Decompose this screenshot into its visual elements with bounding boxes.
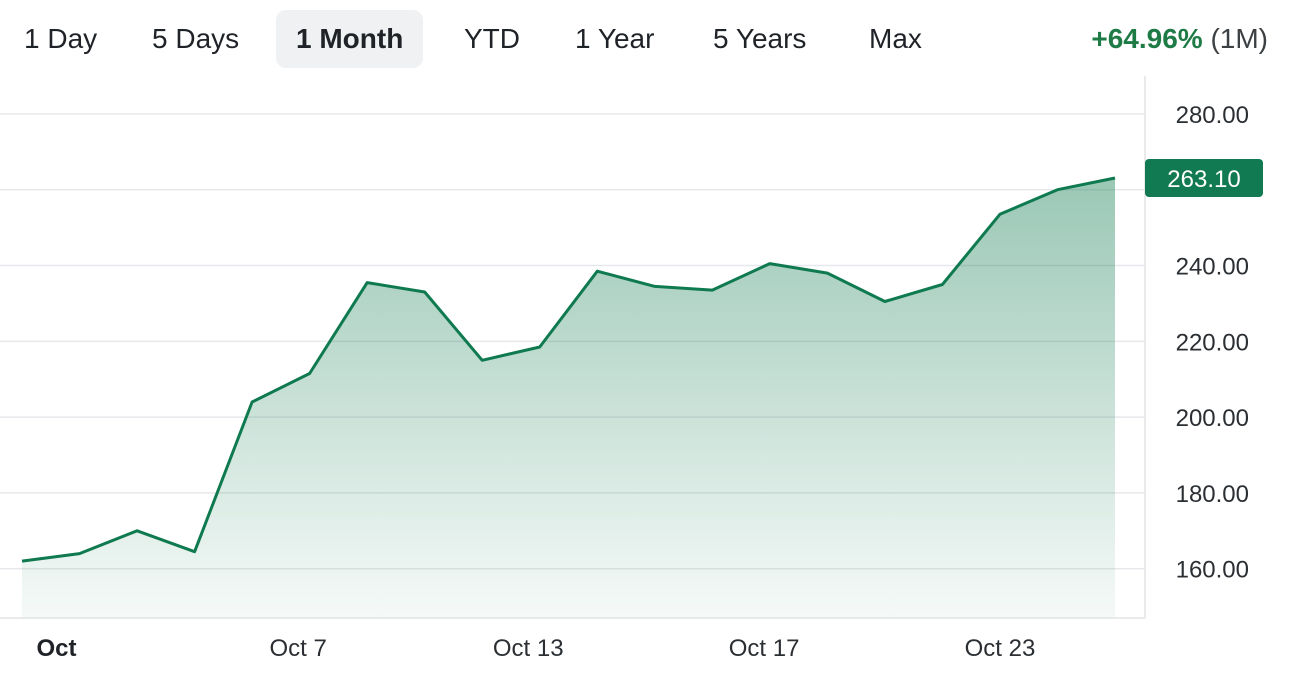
data-point [940, 282, 944, 286]
last-price-tag: 263.10 [1145, 159, 1263, 197]
data-point [998, 212, 1002, 216]
data-point [193, 550, 197, 554]
y-tick-label: 180.00 [1176, 481, 1249, 508]
range-selector: 1 Day 5 Days 1 Month YTD 1 Year 5 Years Max [0, 10, 1308, 70]
x-axis: Oct Oct 7 Oct 13 Oct 17 Oct 23 [37, 635, 1036, 662]
data-point [595, 269, 599, 273]
data-point [78, 552, 82, 556]
range-button-1-day[interactable]: 1 Day [24, 23, 98, 54]
x-tick-label: Oct [37, 635, 77, 662]
x-tick-label: Oct 17 [729, 635, 800, 662]
x-tick-label: Oct 7 [269, 635, 326, 662]
data-point [20, 559, 24, 563]
data-point [423, 290, 427, 294]
range-button-5-days[interactable]: 5 Days [152, 23, 240, 54]
x-tick-label: Oct 23 [965, 635, 1036, 662]
range-button-max[interactable]: Max [869, 23, 922, 54]
range-button-5-years[interactable]: 5 Years [713, 23, 807, 54]
period-change: +64.96% (1M) [1091, 10, 1268, 68]
range-button-1-year[interactable]: 1 Year [575, 23, 655, 54]
range-button-1-month[interactable]: 1 Month [276, 10, 424, 68]
y-tick-label: 220.00 [1176, 329, 1249, 356]
data-point [365, 281, 369, 285]
data-point [653, 284, 657, 288]
price-line [21, 176, 1116, 563]
data-point [883, 300, 887, 304]
data-point [710, 288, 714, 292]
y-axis: 160.00 180.00 200.00 220.00 240.00 280.00 [1176, 102, 1249, 584]
price-area [22, 178, 1115, 618]
y-tick-label: 160.00 [1176, 557, 1249, 584]
change-period: (1M) [1210, 23, 1268, 54]
data-point [480, 358, 484, 362]
data-point [308, 372, 312, 376]
data-point [135, 529, 139, 533]
range-button-ytd[interactable]: YTD [464, 23, 520, 54]
data-point [1113, 176, 1117, 180]
data-point [538, 345, 542, 349]
y-tick-label: 200.00 [1176, 405, 1249, 432]
data-point [825, 271, 829, 275]
x-tick-label: Oct 13 [493, 635, 564, 662]
last-price-tag-bg [1145, 159, 1263, 197]
last-price-tag-text: 263.10 [1167, 166, 1240, 193]
change-percent: +64.96% [1091, 23, 1203, 54]
y-tick-label: 280.00 [1176, 102, 1249, 129]
y-tick-label: 240.00 [1176, 254, 1249, 281]
data-point [1055, 188, 1059, 192]
data-point [768, 262, 772, 266]
data-point [250, 400, 254, 404]
